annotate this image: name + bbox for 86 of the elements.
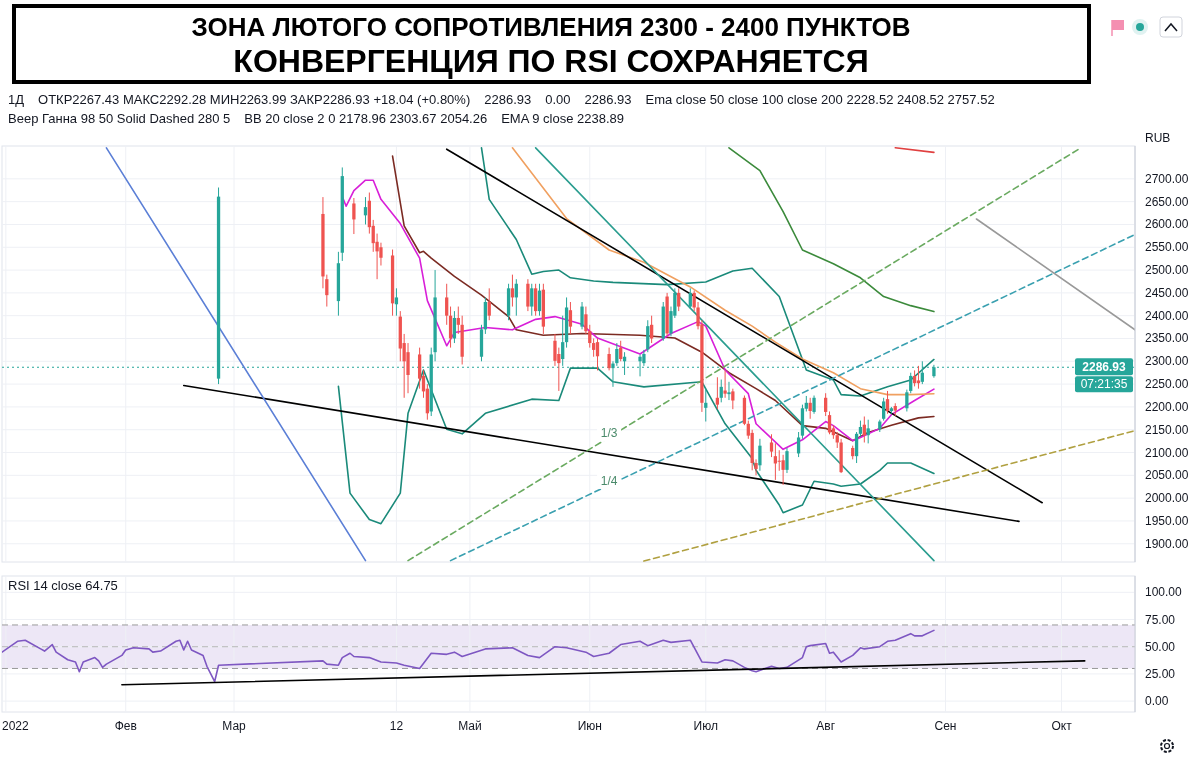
candlestick: [445, 283, 449, 326]
annotation: 07:21:35: [1080, 377, 1128, 392]
candlestick: [882, 397, 886, 422]
line-series: [728, 147, 935, 313]
annotation: 1/3: [600, 426, 618, 441]
text: 0.00: [545, 92, 571, 107]
annotation: RSI 14 close 64.75: [8, 578, 118, 593]
candlestick: [487, 287, 491, 321]
candlestick: [456, 306, 460, 335]
candlestick: [533, 283, 538, 317]
text: ОТКР2267.43 МАКС2292.28 МИН2263.99 ЗАКР2286.93 +18.04 (+0.80%): [38, 92, 471, 107]
candlestick: [510, 274, 515, 308]
candlestick: [352, 197, 356, 235]
x-tick-label: 12: [389, 719, 404, 733]
candlestick: [580, 301, 584, 330]
line-series: [337, 367, 935, 525]
y-tick-label: 2100.00: [1145, 445, 1189, 460]
x-tick-label: Июл: [693, 719, 718, 733]
candlestick: [812, 395, 816, 415]
candlestick: [727, 381, 731, 401]
y-tick-label: 1900.00: [1145, 536, 1189, 551]
candlestick: [607, 347, 611, 371]
y-tick-label: 2600.00: [1145, 217, 1189, 232]
text: BB 20 close 2 0 2178.96 2303.67 2054.26: [244, 111, 488, 126]
candlestick: [394, 287, 399, 317]
x-tick-label: Июн: [577, 719, 602, 733]
text: Ema close 50 close 100 close 200 2228.52 2408.52 2757.52: [645, 92, 995, 107]
candlestick: [769, 433, 774, 458]
candlestick: [785, 447, 789, 474]
candlestick: [595, 337, 600, 371]
y-tick-label: 2300.00: [1145, 354, 1189, 369]
y-tick-label: 0.00: [1145, 694, 1169, 709]
chart-title: ЗОНА ЛЮТОГО СОПРОТИВЛЕНИЯ 2300 - 2400 ПУНКТОВ: [191, 12, 911, 42]
y-tick-label: 2500.00: [1145, 263, 1189, 278]
y-tick-label: 2150.00: [1145, 422, 1189, 437]
y-tick-label: 2650.00: [1145, 194, 1189, 209]
chart-subtitle: КОНВЕРГЕНЦИЯ ПО RSI СОХРАНЯЕТСЯ: [233, 43, 869, 79]
candlestick: [646, 319, 650, 353]
y-tick-label: 75.00: [1145, 612, 1176, 627]
candlestick: [526, 278, 530, 312]
x-tick-label: Сен: [934, 719, 957, 733]
ref-line-label: 2286.93: [1082, 360, 1127, 375]
candlestick: [723, 369, 727, 399]
candlestick: [568, 301, 573, 335]
x-tick-label: Авг: [816, 719, 836, 733]
candlestick: [677, 287, 681, 312]
text: 2286.93: [584, 92, 632, 107]
y-tick-label: 2000.00: [1145, 491, 1189, 506]
candlestick: [715, 376, 720, 410]
text: Веер Ганна 98 50 Solid Dashed 280 5: [8, 111, 231, 126]
y-tick-label: 100.00: [1145, 585, 1183, 600]
y-tick-label: 2450.00: [1145, 285, 1189, 300]
y-tick-label: 50.00: [1145, 639, 1176, 654]
candlestick: [688, 287, 692, 310]
y-tick-label: 2400.00: [1145, 308, 1189, 323]
candlestick: [591, 337, 596, 358]
x-tick-label: 2022: [2, 719, 30, 733]
candlestick: [452, 310, 457, 344]
candlestick: [719, 379, 723, 403]
line-series: [2, 629, 935, 683]
text: EMA 9 close 2238.89: [501, 111, 625, 126]
y-tick-label: 1950.00: [1145, 513, 1189, 528]
candlestick: [704, 388, 708, 423]
y-tick-label: 2550.00: [1145, 240, 1189, 255]
y-tick-label: 2050.00: [1145, 468, 1189, 483]
text: 1Д: [8, 92, 25, 107]
x-tick-label: Окт: [1051, 719, 1073, 733]
y-tick-label: 2250.00: [1145, 377, 1189, 392]
candlestick: [530, 283, 534, 317]
text: 2286.93: [484, 92, 532, 107]
x-tick-label: Фев: [114, 719, 137, 733]
candlestick: [781, 454, 785, 486]
x-tick-label: Мар: [222, 719, 247, 733]
candlestick: [777, 449, 781, 472]
annotation: 1/4: [600, 473, 618, 488]
candlestick: [824, 392, 828, 417]
x-tick-label: Май: [458, 719, 482, 733]
y-tick-label: 2350.00: [1145, 331, 1189, 346]
y-tick-label: 2200.00: [1145, 399, 1189, 414]
candlestick: [731, 388, 735, 410]
candlestick: [758, 438, 762, 472]
candlestick: [796, 431, 801, 458]
candlestick: [866, 419, 870, 444]
y-axis-title: RUB: [1145, 131, 1171, 145]
y-tick-label: 2700.00: [1145, 171, 1189, 186]
y-tick-label: 25.00: [1145, 666, 1176, 681]
